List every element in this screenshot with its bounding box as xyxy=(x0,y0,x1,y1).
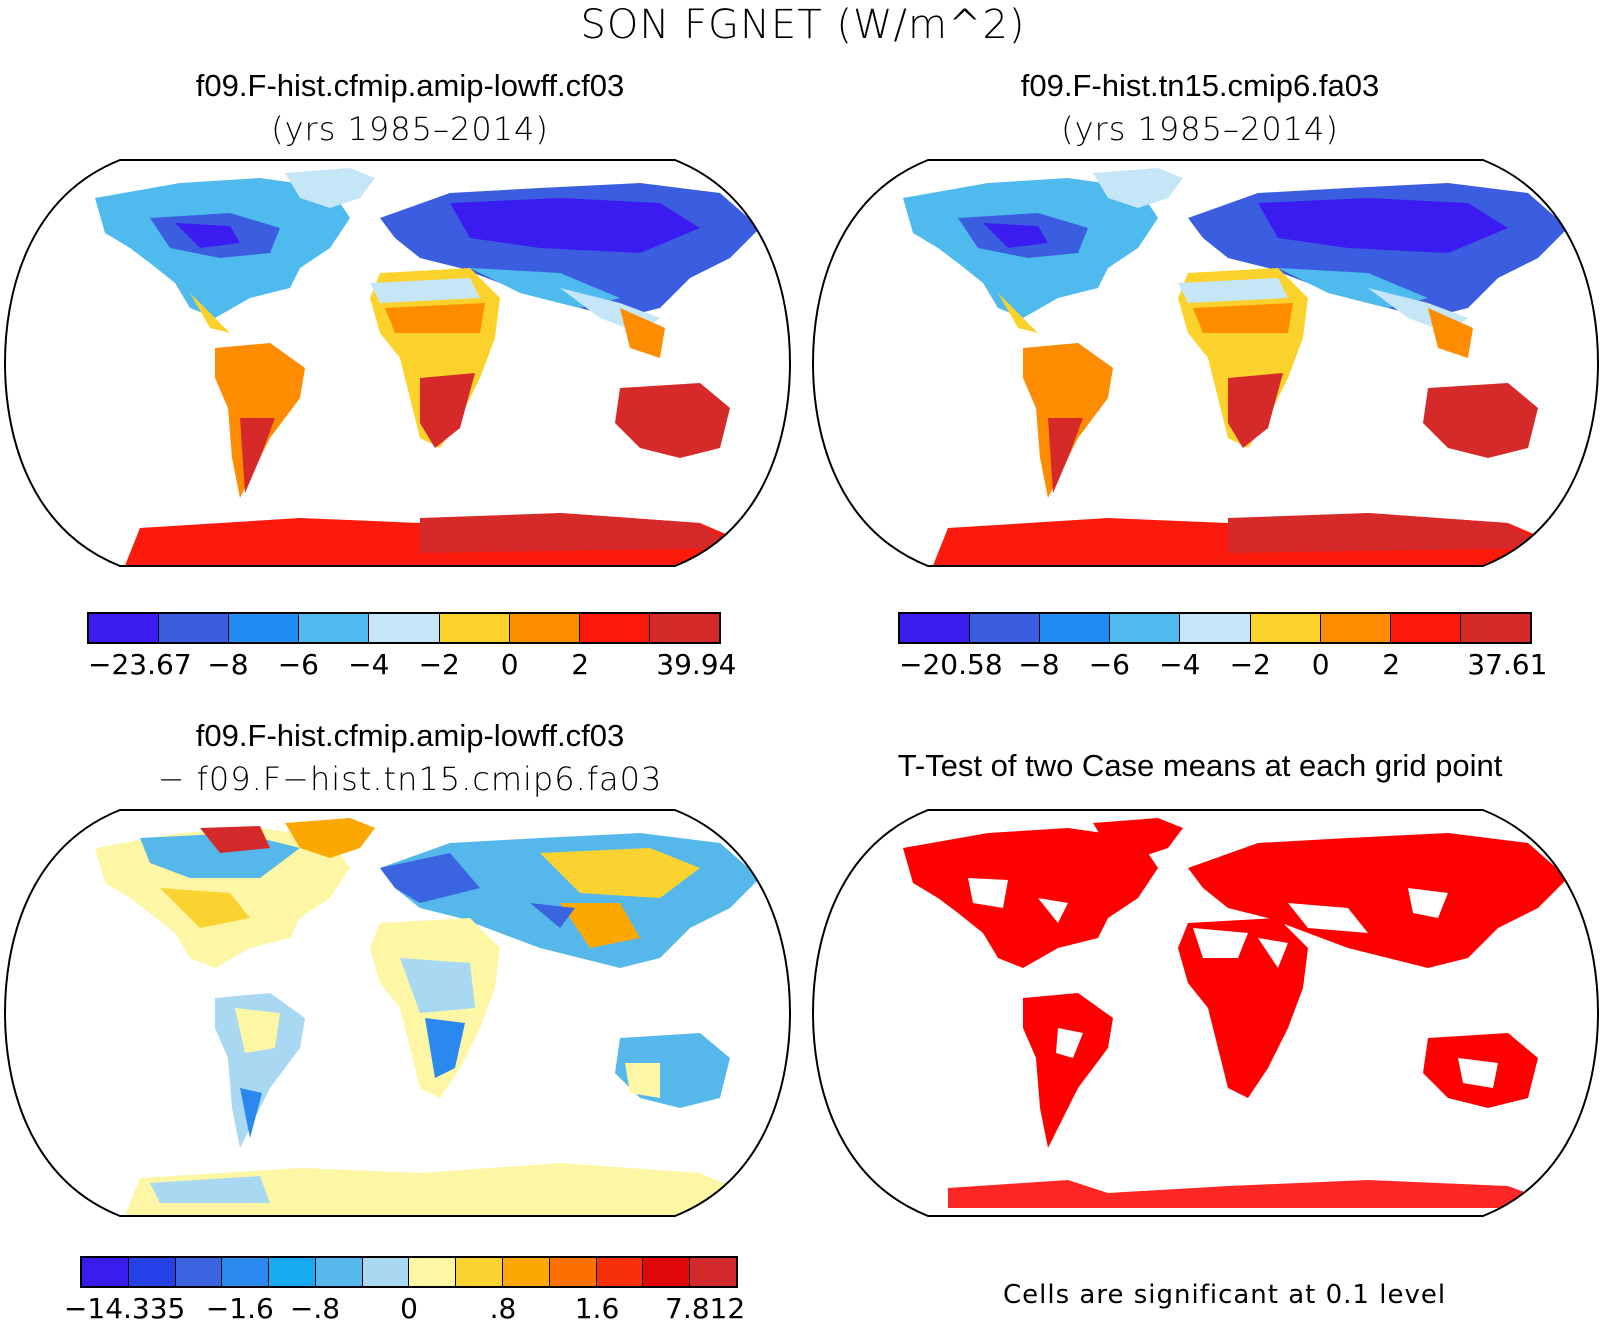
colorbar-tick-label: −4 xyxy=(348,648,390,681)
colorbar-box xyxy=(159,614,230,642)
colorbar-tick-label: −2 xyxy=(1229,648,1271,681)
panel3-subtitle: − f09.F−hist.tn15.cmip6.fa03 xyxy=(157,760,663,798)
panel1-subtitle: (yrs 1985–2014) xyxy=(271,110,549,148)
colorbar-tick-label: 7.812 xyxy=(665,1292,746,1325)
colorbar-box xyxy=(649,614,719,642)
colorbar-box xyxy=(643,1258,691,1286)
colorbar-box xyxy=(89,614,160,642)
colorbar-tick-label: −.8 xyxy=(289,1292,341,1325)
colorbar-tick-label: −2 xyxy=(418,648,460,681)
colorbar-tick-label: 1.6 xyxy=(574,1292,620,1325)
colorbar-tick-label: .8 xyxy=(489,1292,517,1325)
land-australia xyxy=(1423,383,1538,458)
colorbar-box xyxy=(229,614,300,642)
colorbar-box xyxy=(82,1258,129,1286)
sig-north-america xyxy=(903,828,1158,968)
colorbar-panel2 xyxy=(898,612,1532,644)
colorbar-tick-label: −1.6 xyxy=(205,1292,274,1325)
panel1-title: f09.F-hist.cfmip.amip-lowff.cf03 xyxy=(195,68,625,103)
colorbar-box xyxy=(1180,614,1251,642)
colorbar-box xyxy=(509,614,580,642)
colorbar-box xyxy=(128,1258,176,1286)
significance-note: Cells are significant at 0.1 level xyxy=(1003,1280,1447,1310)
map-panel4 xyxy=(811,809,1600,1217)
colorbar-box xyxy=(439,614,510,642)
colorbar-box xyxy=(269,1258,316,1286)
colorbar-tick-label: −4 xyxy=(1159,648,1201,681)
land-south-america xyxy=(215,993,305,1148)
colorbar-box xyxy=(409,1258,457,1286)
colorbar-box xyxy=(900,614,971,642)
panel3-title: f09.F-hist.cfmip.amip-lowff.cf03 xyxy=(195,718,625,753)
colorbar-box xyxy=(1250,614,1321,642)
colorbar-box xyxy=(369,614,440,642)
colorbar-box xyxy=(579,614,650,642)
colorbar-tick-label: 2 xyxy=(1382,648,1401,681)
colorbar-tick-label: 0 xyxy=(500,648,519,681)
map-panel1 xyxy=(3,159,792,567)
panel2-subtitle: (yrs 1985–2014) xyxy=(1061,110,1339,148)
land-australia xyxy=(615,383,730,458)
colorbar-box xyxy=(1040,614,1111,642)
colorbar-box xyxy=(970,614,1041,642)
colorbar-box xyxy=(1460,614,1530,642)
colorbar-tick-label: 0 xyxy=(1311,648,1330,681)
colorbar-tick-label: 2 xyxy=(571,648,590,681)
colorbar-box xyxy=(175,1258,223,1286)
colorbar-tick-label: −23.67 xyxy=(88,648,192,681)
colorbar-tick-label: 39.94 xyxy=(656,648,737,681)
colorbar-tick-label: −6 xyxy=(1088,648,1130,681)
colorbar-tick-label: −20.58 xyxy=(899,648,1003,681)
colorbar-box xyxy=(222,1258,270,1286)
colorbar-box xyxy=(299,614,370,642)
colorbar-tick-label: −6 xyxy=(277,648,319,681)
land-greenland xyxy=(285,818,375,858)
colorbar-box xyxy=(1110,614,1181,642)
colorbar-box xyxy=(690,1258,736,1286)
colorbar-tick-label: 37.61 xyxy=(1467,648,1548,681)
map-panel3 xyxy=(3,809,792,1217)
colorbar-box xyxy=(456,1258,504,1286)
sig-eurasia xyxy=(1188,833,1568,968)
land-greenland xyxy=(1093,168,1183,208)
panel4-title: T-Test of two Case means at each grid po… xyxy=(897,748,1503,783)
sig-antarctica xyxy=(948,1180,1568,1208)
sig-south-america xyxy=(1023,993,1113,1148)
colorbar-tick-label: −8 xyxy=(1018,648,1060,681)
colorbar-box xyxy=(1390,614,1461,642)
colorbar-box xyxy=(596,1258,644,1286)
map-panel2 xyxy=(811,159,1600,567)
colorbar-tick-label: −14.335 xyxy=(63,1292,186,1325)
figure-title: SON FGNET (W/m^2) xyxy=(580,2,1026,48)
colorbar-box xyxy=(315,1258,363,1286)
sig-greenland xyxy=(1093,818,1183,858)
colorbar-box xyxy=(549,1258,597,1286)
land-greenland xyxy=(285,168,375,208)
land-antarctica xyxy=(120,1163,770,1216)
panel2-title: f09.F-hist.tn15.cmip6.fa03 xyxy=(1020,68,1380,103)
colorbar-box xyxy=(362,1258,410,1286)
colorbar-panel1 xyxy=(87,612,721,644)
colorbar-tick-label: −8 xyxy=(207,648,249,681)
colorbar-tick-label: 0 xyxy=(400,1292,418,1325)
colorbar-box xyxy=(503,1258,550,1286)
colorbar-box xyxy=(1320,614,1391,642)
colorbar-panel3 xyxy=(80,1256,738,1288)
